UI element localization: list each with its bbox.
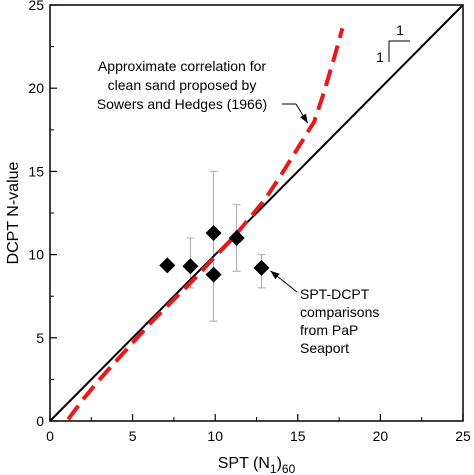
x-tick-label: 25 [455,428,471,444]
x-axis-title-main: SPT (N [218,455,270,472]
one-to-one-line [49,4,464,422]
correlation-annotation-line: Sowers and Hedges (1966) [97,96,267,112]
diamond-marker [159,257,176,274]
y-tick-label: 25 [28,0,44,13]
y-tick-label: 10 [28,247,44,263]
diamond-marker [182,258,199,275]
slope-rise-label: 1 [376,49,384,65]
y-tick-label: 15 [28,163,44,179]
correlation-arrow-head [300,113,308,124]
y-tick-label: 5 [36,330,44,346]
x-tick-label: 0 [46,428,54,444]
x-tick-label: 10 [207,428,223,444]
comparison-annotation-line: from PaP [300,322,358,338]
y-tick-label: 0 [36,413,44,429]
y-tick-label: 20 [28,80,44,96]
annotation-arrows [270,103,309,293]
comparison-annotation: SPT-DCPT comparisons from PaP Seaport [300,286,379,356]
x-tick-label: 5 [129,428,137,444]
x-axis-title-subscript-2: 60 [282,462,296,475]
comparison-annotation-line: SPT-DCPT [300,286,370,302]
x-tick-label: 20 [373,428,389,444]
x-tick-label: 15 [290,428,306,444]
comparison-annotation-line: comparisons [300,304,379,320]
diamond-marker [205,224,222,241]
slope-triangle [388,40,410,62]
y-axis-title: DCPT N-value [5,161,22,264]
comparison-annotation-line: Seaport [300,340,349,356]
correlation-annotation-line: clean sand proposed by [108,77,257,93]
diamond-marker [253,259,270,276]
diamond-marker [205,266,222,283]
diamond-marker [228,229,245,246]
series-lines [49,4,464,422]
x-axis-title: SPT (N1)60 [218,455,296,475]
slope-run-label: 1 [396,22,404,38]
axis-ticks: 0 5 10 15 20 25 0 5 10 15 20 25 [28,0,471,444]
correlation-annotation: Approximate correlation for clean sand pr… [97,58,267,112]
correlation-annotation-line: Approximate correlation for [98,58,266,74]
x-axis-title-close: ) [277,455,282,472]
data-points [159,224,270,283]
slope-indicator: 11 [376,22,410,65]
x-axis-title-subscript: 1 [270,462,277,475]
correlation-dashed-line [66,27,345,421]
comparison-arrow-head [270,270,280,280]
